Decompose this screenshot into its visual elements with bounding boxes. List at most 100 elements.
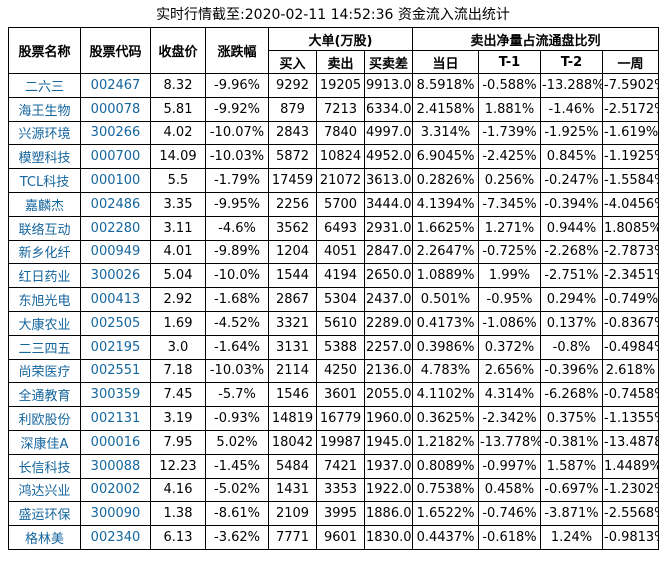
change-pct-cell: -10.03%	[205, 144, 269, 170]
net-ratio-t2-cell: 0.375%	[540, 406, 603, 431]
net-ratio-week-cell: -2.3451%	[601, 263, 660, 289]
sell-volume-cell: 16779	[316, 406, 365, 431]
stock-name-link[interactable]: 模塑科技	[8, 144, 81, 170]
net-ratio-t1-cell: 0.256%	[478, 168, 541, 193]
close-price-cell: 5.5	[150, 168, 206, 193]
stock-name-link[interactable]: 长信科技	[8, 453, 81, 479]
stock-code-link[interactable]: 300359	[80, 382, 151, 408]
close-price-cell: 12.23	[150, 453, 206, 479]
table-row: 红日药业 300026 5.04 -10.0% 1544 4194 2650.0…	[8, 263, 660, 289]
stock-name-link[interactable]: 格林美	[8, 525, 81, 550]
stock-code-link[interactable]: 000413	[80, 287, 151, 312]
net-ratio-t1-cell: -0.95%	[478, 287, 541, 312]
net-ratio-t2-cell: -0.381%	[540, 429, 603, 455]
col-header-buy-sell-diff: 买卖差	[364, 50, 413, 74]
stock-code-link[interactable]: 002340	[80, 525, 151, 550]
sell-volume-cell: 5388	[316, 334, 365, 360]
fund-flow-table: 股票名称 股票代码 收盘价 涨跌幅 大单(万股) 卖出净量占流通盘比列 买入 卖…	[8, 27, 660, 550]
net-ratio-week-cell: -2.7873%	[601, 239, 660, 265]
stock-code-link[interactable]: 002467	[80, 73, 151, 98]
stock-code-link[interactable]: 000700	[80, 144, 151, 170]
col-header-close-price: 收盘价	[150, 27, 206, 74]
stock-name-link[interactable]: 盛运环保	[8, 501, 81, 527]
net-ratio-day-cell: 1.0889%	[412, 263, 479, 289]
stock-name-link[interactable]: 大康农业	[8, 310, 81, 336]
close-price-cell: 5.81	[150, 96, 206, 122]
table-row: 新乡化纤 000949 4.01 -9.89% 1204 4051 2847.0…	[8, 239, 660, 265]
stock-code-link[interactable]: 000016	[80, 429, 151, 455]
net-ratio-t2-cell: 1.587%	[540, 453, 603, 479]
buy-sell-diff-cell: 2437.0	[364, 287, 413, 312]
stock-name-link[interactable]: 红日药业	[8, 263, 81, 289]
net-ratio-day-cell: 3.314%	[412, 120, 479, 146]
buy-volume-cell: 5872	[268, 144, 317, 170]
stock-name-link[interactable]: 海王生物	[8, 96, 81, 122]
stock-code-link[interactable]: 002486	[80, 191, 151, 217]
buy-volume-cell: 1431	[268, 477, 317, 503]
buy-volume-cell: 2843	[268, 120, 317, 146]
buy-sell-diff-cell: 2289.0	[364, 310, 413, 336]
stock-name-link[interactable]: 兴源环境	[8, 120, 81, 146]
stock-name-link[interactable]: 二三四五	[8, 334, 81, 360]
stock-name-link[interactable]: 嘉麟杰	[8, 191, 81, 217]
stock-name-link[interactable]: 联络互动	[8, 215, 81, 241]
col-group-big-orders: 大单(万股)	[268, 27, 413, 51]
col-header-change-pct: 涨跌幅	[205, 27, 269, 74]
stock-code-link[interactable]: 002002	[80, 477, 151, 503]
net-ratio-day-cell: 2.2647%	[412, 239, 479, 265]
change-pct-cell: -1.45%	[205, 453, 269, 479]
buy-volume-cell: 17459	[268, 168, 317, 193]
buy-sell-diff-cell: 1886.0	[364, 501, 413, 527]
net-ratio-t1-cell: 2.656%	[478, 358, 541, 384]
table-row: 鸿达兴业 002002 4.16 -5.02% 1431 3353 1922.0…	[8, 477, 660, 503]
net-ratio-day-cell: 1.2182%	[412, 429, 479, 455]
stock-name-link[interactable]: 二六三	[8, 73, 81, 98]
close-price-cell: 2.92	[150, 287, 206, 312]
stock-name-link[interactable]: TCL科技	[8, 168, 81, 193]
page-title: 实时行情截至:2020-02-11 14:52:36 资金流入流出统计	[156, 7, 510, 23]
close-price-cell: 3.11	[150, 215, 206, 241]
net-ratio-week-cell: -0.8367%	[601, 310, 660, 336]
stock-code-link[interactable]: 002131	[80, 406, 151, 431]
stock-name-link[interactable]: 东旭光电	[8, 287, 81, 312]
net-ratio-t1-cell: -0.725%	[478, 239, 541, 265]
stock-code-link[interactable]: 300090	[80, 501, 151, 527]
net-ratio-t2-cell: -0.697%	[540, 477, 603, 503]
stock-code-link[interactable]: 002280	[80, 215, 151, 241]
stock-name-link[interactable]: 利欧股份	[8, 406, 81, 431]
stock-name-link[interactable]: 全通教育	[8, 382, 81, 408]
sell-volume-cell: 5610	[316, 310, 365, 336]
net-ratio-t1-cell: -1.739%	[478, 120, 541, 146]
net-ratio-t2-cell: -3.871%	[540, 501, 603, 527]
buy-volume-cell: 9292	[268, 73, 317, 98]
close-price-cell: 4.01	[150, 239, 206, 265]
buy-volume-cell: 2114	[268, 358, 317, 384]
stock-code-link[interactable]: 002195	[80, 334, 151, 360]
stock-name-link[interactable]: 新乡化纤	[8, 239, 81, 265]
stock-code-link[interactable]: 300266	[80, 120, 151, 146]
table-body: 二六三 002467 8.32 -9.96% 9292 19205 9913.0…	[8, 73, 660, 550]
table-row: 模塑科技 000700 14.09 -10.03% 5872 10824 495…	[8, 144, 660, 170]
stock-name-link[interactable]: 尚荣医疗	[8, 358, 81, 384]
net-ratio-week-cell: -2.5568%	[601, 501, 660, 527]
net-ratio-day-cell: 0.7538%	[412, 477, 479, 503]
stock-code-link[interactable]: 002505	[80, 310, 151, 336]
net-ratio-t1-cell: -2.425%	[478, 144, 541, 170]
table-row: 二三四五 002195 3.0 -1.64% 3131 5388 2257.0 …	[8, 334, 660, 360]
stock-code-link[interactable]: 000100	[80, 168, 151, 193]
buy-volume-cell: 879	[268, 96, 317, 122]
buy-volume-cell: 3321	[268, 310, 317, 336]
change-pct-cell: -5.7%	[205, 382, 269, 408]
net-ratio-week-cell: -0.749%	[601, 287, 660, 312]
stock-code-link[interactable]: 000949	[80, 239, 151, 265]
col-header-t1: T-1	[478, 50, 541, 74]
net-ratio-t1-cell: 1.881%	[478, 96, 541, 122]
stock-code-link[interactable]: 300026	[80, 263, 151, 289]
buy-sell-diff-cell: 2650.0	[364, 263, 413, 289]
change-pct-cell: -4.6%	[205, 215, 269, 241]
stock-code-link[interactable]: 000078	[80, 96, 151, 122]
stock-code-link[interactable]: 002551	[80, 358, 151, 384]
stock-name-link[interactable]: 鸿达兴业	[8, 477, 81, 503]
stock-code-link[interactable]: 300088	[80, 453, 151, 479]
stock-name-link[interactable]: 深康佳A	[8, 429, 81, 455]
